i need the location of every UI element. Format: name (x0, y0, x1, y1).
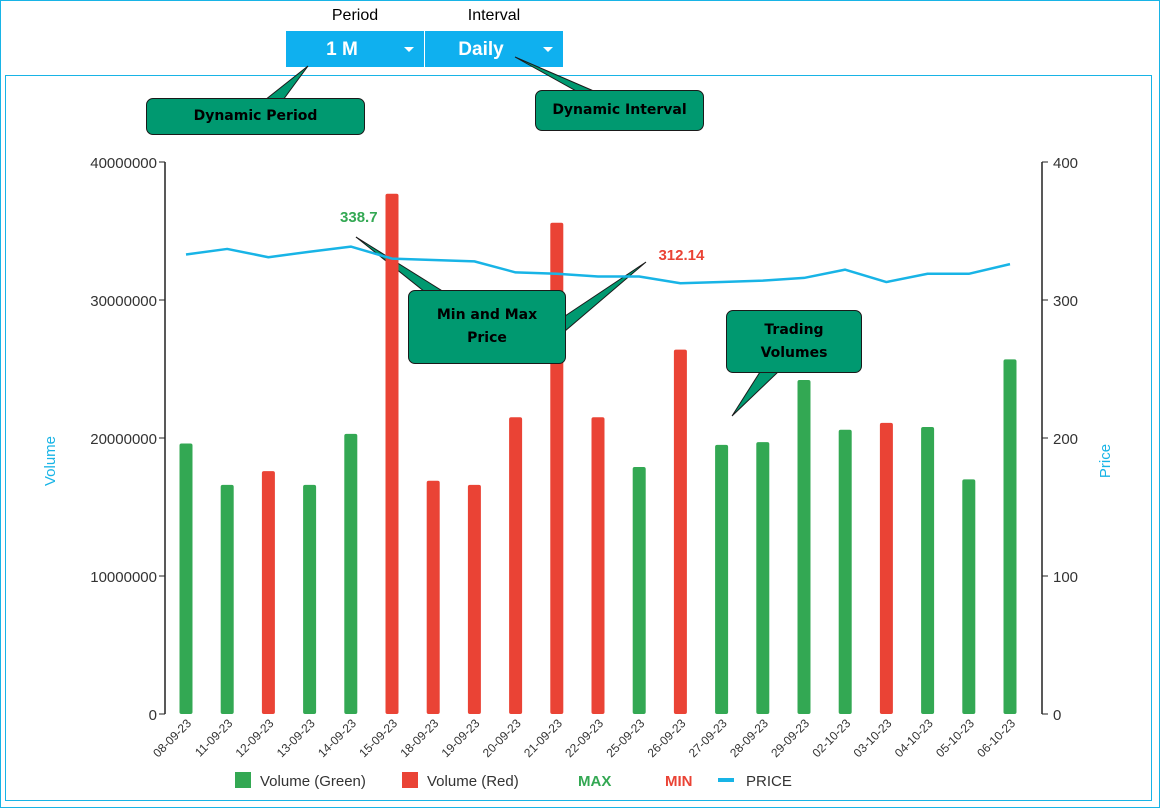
right-axis-title: Price (1097, 444, 1114, 478)
min-max-text-line1: Min and Max (436, 307, 538, 323)
x-tick-label: 28-09-23 (727, 716, 771, 760)
right-tick-label: 100 (1053, 569, 1078, 586)
volume-bar-red (591, 417, 605, 714)
left-axis-ticks: 0 10000000 20000000 30000000 40000000 (90, 155, 165, 724)
dynamic-interval-callout: Dynamic Interval (535, 90, 704, 131)
min-pointer (564, 261, 647, 333)
x-tick-label: 15-09-23 (356, 716, 400, 760)
volume-bar-green (838, 429, 852, 714)
volume-bar-green (756, 442, 770, 714)
x-tick-label: 03-10-23 (851, 716, 895, 760)
x-tick-label: 25-09-23 (603, 716, 647, 760)
volume-pointer (731, 371, 780, 417)
trading-volumes-callout: Trading Volumes (726, 310, 862, 373)
right-axis-ticks: 0 100 200 300 400 (1042, 155, 1078, 724)
x-tick-label: 02-10-23 (809, 716, 853, 760)
chart-frame (5, 75, 1152, 801)
x-tick-label: 04-10-23 (892, 716, 936, 760)
right-tick-label: 400 (1053, 155, 1078, 172)
volume-bar-green (797, 380, 811, 714)
left-tick-label: 10000000 (90, 569, 157, 586)
interval-pointer (514, 56, 597, 93)
legend: Volume (Green) Volume (Red) MAX MIN PRICE (235, 772, 792, 790)
x-tick-label: 19-09-23 (439, 716, 483, 760)
left-tick-label: 40000000 (90, 155, 157, 172)
volume-bar-red (673, 349, 687, 714)
max-pointer (355, 236, 446, 293)
x-tick-label: 22-09-23 (562, 716, 606, 760)
trading-text-line2: Volumes (760, 344, 828, 361)
interval-value: Daily (458, 39, 504, 60)
volume-bar-red (426, 480, 440, 714)
min-max-price-callout: Min and Max Price (408, 290, 566, 364)
interval-dropdown[interactable]: Daily (425, 31, 563, 67)
period-label: Period (331, 7, 379, 24)
left-axis-title: Volume (42, 436, 59, 486)
volume-bar-red (509, 417, 523, 714)
volume-bar-green (715, 444, 729, 714)
legend-label: Volume (Green) (260, 773, 366, 790)
legend-label: MIN (665, 773, 693, 790)
period-value: 1 M (326, 39, 358, 60)
price-series-line (185, 245, 1011, 285)
x-tick-label: 27-09-23 (686, 716, 730, 760)
volume-bar-green (632, 466, 646, 714)
right-tick-label: 300 (1053, 293, 1078, 310)
bars (179, 193, 1017, 715)
volume-bar-green (962, 479, 976, 714)
legend-label: PRICE (746, 773, 792, 790)
max-price-label: 338.7 (340, 209, 378, 226)
period-dropdown[interactable]: 1 M (286, 31, 424, 67)
x-axis-labels: 08-09-2311-09-2312-09-2313-09-2314-09-23… (150, 716, 1018, 760)
x-tick-label: 06-10-23 (974, 716, 1018, 760)
left-tick-label: 0 (149, 707, 157, 724)
left-tick-label: 20000000 (90, 431, 157, 448)
dynamic-period-callout: Dynamic Period (146, 98, 365, 135)
x-tick-label: 21-09-23 (521, 716, 565, 760)
right-tick-label: 200 (1053, 431, 1078, 448)
min-max-text-line2: Price (467, 330, 507, 346)
legend-swatch (235, 772, 251, 788)
volume-bar-red (385, 193, 399, 715)
chevron-down-icon (543, 47, 553, 52)
dynamic-period-text: Dynamic Period (193, 108, 318, 124)
right-tick-label: 0 (1053, 707, 1061, 724)
volume-bar-green (921, 426, 935, 714)
chevron-down-icon (404, 47, 414, 52)
volume-bar-green (220, 484, 234, 714)
legend-label: MAX (578, 773, 611, 790)
x-tick-label: 13-09-23 (274, 716, 318, 760)
legend-label: Volume (Red) (427, 773, 519, 790)
period-pointer (263, 65, 309, 101)
volume-bar-green (179, 443, 193, 714)
x-tick-label: 18-09-23 (397, 716, 441, 760)
min-price-label: 312.14 (658, 247, 705, 264)
volume-bar-green (344, 433, 358, 714)
volume-bar-red (879, 422, 893, 714)
volume-bar-green (1003, 359, 1017, 714)
volume-bar-red (467, 484, 481, 714)
x-tick-label: 20-09-23 (480, 716, 524, 760)
x-tick-label: 11-09-23 (192, 716, 235, 759)
x-tick-label: 29-09-23 (768, 716, 812, 760)
left-tick-label: 30000000 (90, 293, 157, 310)
volume-bar-red (261, 471, 275, 714)
volume-bar-green (303, 484, 317, 714)
x-tick-label: 14-09-23 (315, 716, 359, 760)
trading-text-line1: Trading (764, 321, 824, 338)
dynamic-interval-text: Dynamic Interval (552, 102, 687, 118)
x-tick-label: 12-09-23 (233, 716, 277, 760)
interval-label: Interval (467, 7, 521, 24)
x-tick-label: 05-10-23 (933, 716, 977, 760)
legend-swatch (402, 772, 418, 788)
x-tick-label: 26-09-23 (645, 716, 689, 760)
